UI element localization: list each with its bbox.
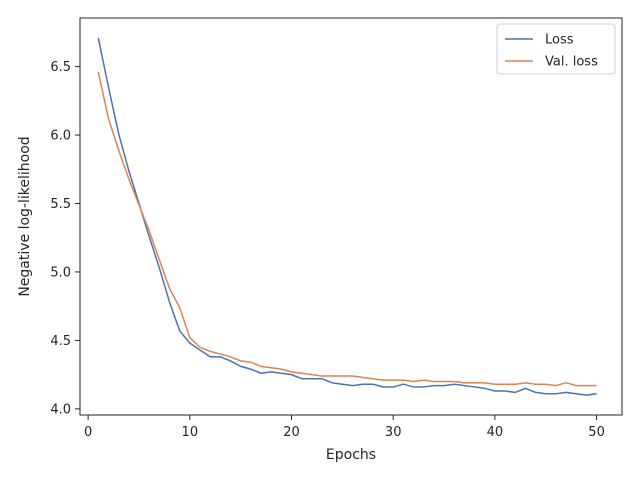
series-line-loss — [97, 37, 597, 396]
x-tick-label: 0 — [84, 425, 92, 440]
x-tick-label: 10 — [182, 425, 199, 440]
legend-label: Loss — [545, 33, 574, 48]
x-tick-label: 20 — [283, 425, 300, 440]
y-axis-label: Negative log-likelihood — [17, 136, 33, 296]
x-axis-ticks: 0 10 20 30 40 50 — [84, 415, 605, 440]
y-tick-label: 5.0 — [50, 265, 71, 280]
y-tick-label: 4.0 — [50, 402, 71, 417]
plot-border — [79, 17, 623, 416]
y-tick-label: 4.5 — [50, 334, 71, 349]
y-tick-label: 6.0 — [50, 129, 71, 144]
x-axis-label: Epochs — [326, 447, 376, 463]
x-tick-label: 50 — [588, 425, 605, 440]
x-tick-label: 30 — [385, 425, 402, 440]
series-lines — [97, 37, 597, 396]
x-tick-label: 40 — [487, 425, 504, 440]
legend-label: Val. loss — [545, 55, 598, 70]
legend: Loss Val. loss — [496, 23, 616, 75]
axes-frame — [79, 17, 623, 416]
y-axis-ticks: 4.0 4.5 5.0 5.5 6.0 6.5 — [50, 60, 80, 417]
series-line-val-loss — [97, 71, 597, 387]
y-tick-label: 5.5 — [50, 197, 71, 212]
y-tick-label: 6.5 — [50, 60, 71, 75]
